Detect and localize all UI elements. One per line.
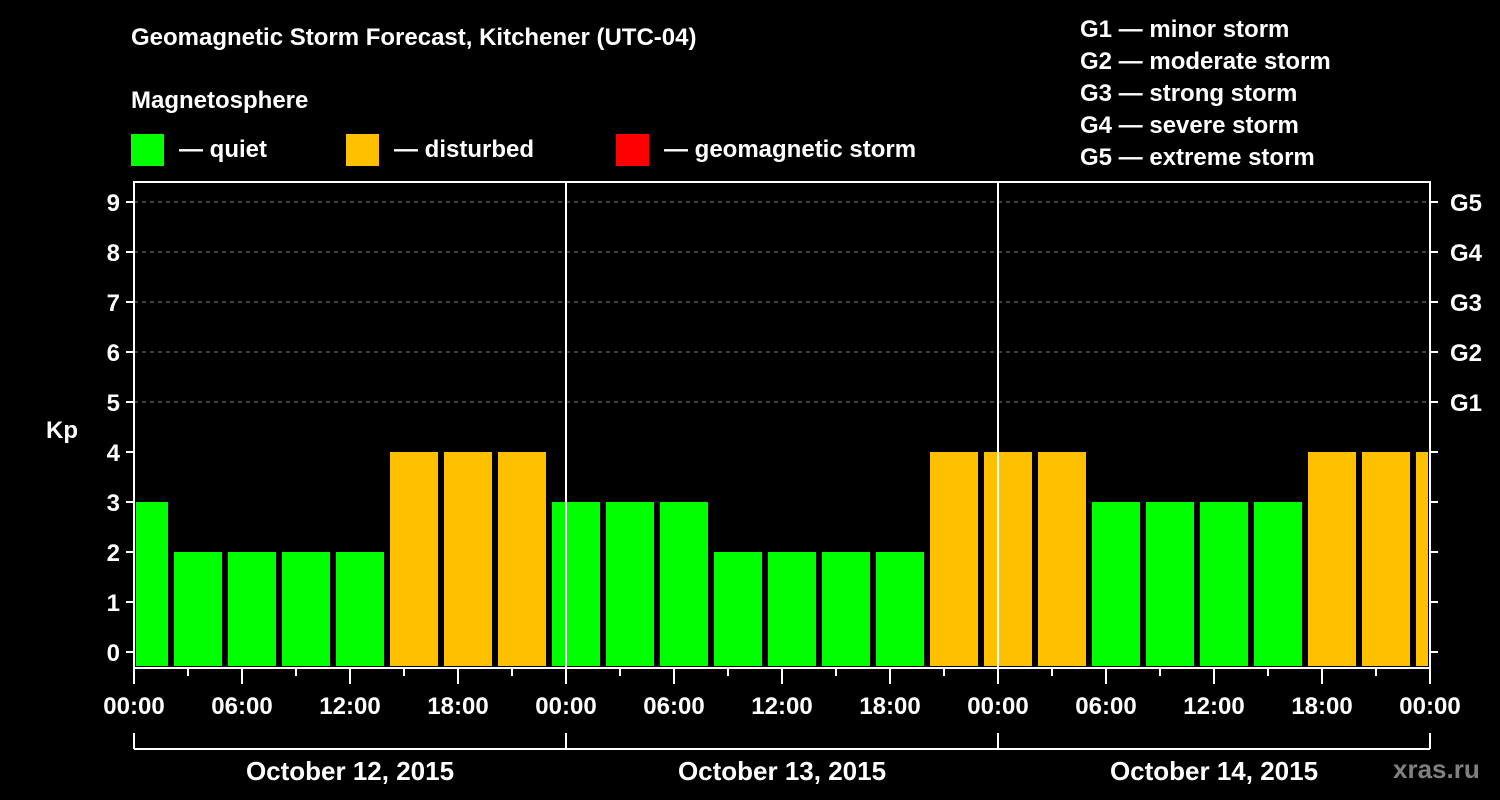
- x-tick-label: 00:00: [535, 693, 596, 720]
- g-scale-item: G4 — severe storm: [1080, 112, 1299, 139]
- y-tick-label: 4: [107, 440, 121, 467]
- kp-bar: [1146, 502, 1194, 666]
- y-tick-label: 7: [107, 290, 120, 317]
- x-tick-label: 00:00: [967, 693, 1028, 720]
- x-tick-label: 18:00: [1291, 693, 1352, 720]
- y-tick-label: 6: [107, 340, 120, 367]
- legend-quiet: — quiet: [131, 133, 267, 167]
- kp-bar: [930, 452, 978, 666]
- x-tick-label: 12:00: [1183, 693, 1244, 720]
- kp-bar: [606, 502, 654, 666]
- kp-bar: [984, 452, 1032, 666]
- x-tick-label: 06:00: [211, 693, 272, 720]
- g-scale-tick-label: G4: [1450, 240, 1483, 267]
- x-tick-label: 00:00: [1399, 693, 1460, 720]
- y-tick-label: 8: [107, 240, 120, 267]
- g-scale-tick-label: G1: [1450, 390, 1482, 417]
- x-tick-label: 06:00: [1075, 693, 1136, 720]
- x-tick-label: 06:00: [643, 693, 704, 720]
- legend-storm-label: — geomagnetic storm: [664, 136, 917, 163]
- kp-bar: [1200, 502, 1248, 666]
- date-label: October 12, 2015: [246, 756, 454, 786]
- storm-swatch-icon: [616, 134, 649, 166]
- kp-bar: [444, 452, 492, 666]
- y-tick-label: 0: [107, 640, 120, 667]
- kp-bar: [1038, 452, 1086, 666]
- kp-bar: [1308, 452, 1356, 666]
- x-tick-label: 18:00: [859, 693, 920, 720]
- kp-bar: [1416, 452, 1428, 666]
- g-scale-item: G1 — minor storm: [1080, 16, 1290, 43]
- kp-bar: [390, 452, 438, 666]
- kp-bar: [1362, 452, 1410, 666]
- y-tick-label: 3: [107, 490, 120, 517]
- quiet-swatch-icon: [131, 134, 164, 166]
- legend-storm: — geomagnetic storm: [616, 133, 916, 167]
- kp-bar: [822, 552, 870, 666]
- x-tick-label: 18:00: [427, 693, 488, 720]
- y-tick-label: 1: [107, 590, 120, 617]
- date-label: October 14, 2015: [1110, 756, 1318, 786]
- y-axis-label: Kp: [46, 417, 78, 444]
- kp-bar: [228, 552, 276, 666]
- g-scale-item: G5 — extreme storm: [1080, 144, 1315, 171]
- g-scale-item: G2 — moderate storm: [1080, 48, 1331, 75]
- legend-disturbed: — disturbed: [346, 133, 534, 167]
- legend-quiet-label: — quiet: [179, 136, 267, 163]
- watermark: xras.ru: [1393, 754, 1480, 784]
- kp-bar: [136, 502, 168, 666]
- y-tick-label: 5: [107, 390, 120, 417]
- kp-bar: [498, 452, 546, 666]
- kp-bar: [768, 552, 816, 666]
- x-tick-label: 12:00: [319, 693, 380, 720]
- legend-disturbed-label: — disturbed: [394, 136, 535, 163]
- kp-bar: [876, 552, 924, 666]
- kp-bar: [282, 552, 330, 666]
- g-scale-legend: G1 — minor storm G2 — moderate storm G3 …: [1080, 14, 1331, 174]
- g-scale-tick-label: G3: [1450, 290, 1482, 317]
- g-scale-tick-label: G5: [1450, 190, 1482, 217]
- kp-bar: [660, 502, 708, 666]
- disturbed-swatch-icon: [346, 134, 379, 166]
- kp-bar: [552, 502, 600, 666]
- kp-bar: [714, 552, 762, 666]
- y-tick-label: 2: [107, 540, 120, 567]
- kp-bar: [1092, 502, 1140, 666]
- legend-heading: Magnetosphere: [131, 87, 309, 114]
- kp-bar: [174, 552, 222, 666]
- g-scale-item: G3 — strong storm: [1080, 80, 1298, 107]
- kp-bar: [336, 552, 384, 666]
- x-tick-label: 00:00: [103, 693, 164, 720]
- kp-bar: [1254, 502, 1302, 666]
- y-tick-label: 9: [107, 190, 120, 217]
- g-scale-tick-label: G2: [1450, 340, 1482, 367]
- date-label: October 13, 2015: [678, 756, 886, 786]
- chart-title: Geomagnetic Storm Forecast, Kitchener (U…: [131, 24, 697, 51]
- x-tick-label: 12:00: [751, 693, 812, 720]
